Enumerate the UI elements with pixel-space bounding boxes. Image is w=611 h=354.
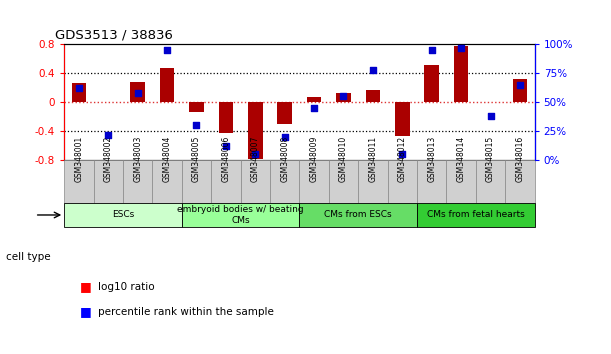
Bar <box>447 160 476 204</box>
Text: GSM348013: GSM348013 <box>427 136 436 182</box>
Text: GSM348010: GSM348010 <box>339 136 348 182</box>
Point <box>162 47 172 53</box>
Bar <box>277 102 292 124</box>
Bar <box>417 204 535 227</box>
Text: ■: ■ <box>79 305 91 318</box>
Bar <box>454 46 469 102</box>
Bar <box>425 64 439 102</box>
Point <box>309 105 319 111</box>
Text: GSM348002: GSM348002 <box>104 136 113 182</box>
Text: GSM348012: GSM348012 <box>398 136 407 182</box>
Bar <box>329 160 358 204</box>
Text: GSM348005: GSM348005 <box>192 135 201 182</box>
Text: ■: ■ <box>79 280 91 293</box>
Bar <box>476 160 505 204</box>
Bar <box>64 204 182 227</box>
Bar <box>241 160 270 204</box>
Text: cell type: cell type <box>6 252 51 262</box>
Bar <box>505 160 535 204</box>
Bar <box>152 160 182 204</box>
Point <box>133 90 142 96</box>
Text: GSM348004: GSM348004 <box>163 135 172 182</box>
Point <box>74 85 84 91</box>
Bar <box>417 160 447 204</box>
Text: GSM348003: GSM348003 <box>133 135 142 182</box>
Bar <box>513 79 527 102</box>
Bar <box>123 160 152 204</box>
Text: GSM348016: GSM348016 <box>516 136 524 182</box>
Text: GSM348008: GSM348008 <box>280 136 289 182</box>
Bar <box>182 204 299 227</box>
Bar <box>159 68 174 102</box>
Text: CMs from fetal hearts: CMs from fetal hearts <box>427 211 525 219</box>
Bar <box>299 204 417 227</box>
Point <box>368 67 378 73</box>
Text: log10 ratio: log10 ratio <box>98 282 155 292</box>
Bar <box>64 160 93 204</box>
Bar <box>307 97 321 102</box>
Bar <box>182 160 211 204</box>
Bar <box>189 102 204 112</box>
Text: percentile rank within the sample: percentile rank within the sample <box>98 307 274 316</box>
Bar <box>387 160 417 204</box>
Text: GSM348001: GSM348001 <box>75 136 83 182</box>
Text: CMs from ESCs: CMs from ESCs <box>324 211 392 219</box>
Bar <box>93 160 123 204</box>
Bar <box>64 44 535 160</box>
Point <box>192 122 202 128</box>
Point <box>397 152 407 157</box>
Text: GSM348009: GSM348009 <box>310 135 318 182</box>
Point <box>486 113 496 119</box>
Point <box>515 82 525 87</box>
Point <box>456 45 466 51</box>
Text: GSM348006: GSM348006 <box>221 135 230 182</box>
Text: embryoid bodies w/ beating
CMs: embryoid bodies w/ beating CMs <box>177 205 304 225</box>
Bar <box>71 82 86 102</box>
Text: ESCs: ESCs <box>112 211 134 219</box>
Text: GDS3513 / 38836: GDS3513 / 38836 <box>55 29 173 42</box>
Bar <box>270 160 299 204</box>
Text: GSM348014: GSM348014 <box>456 136 466 182</box>
Bar <box>336 93 351 102</box>
Point <box>221 143 231 149</box>
Text: GSM348011: GSM348011 <box>368 136 378 182</box>
Bar <box>248 102 263 159</box>
Bar <box>130 82 145 102</box>
Bar <box>365 90 380 102</box>
Text: GSM348015: GSM348015 <box>486 136 495 182</box>
Point <box>338 93 348 99</box>
Bar <box>219 102 233 132</box>
Point <box>280 134 290 140</box>
Text: GSM348007: GSM348007 <box>251 135 260 182</box>
Bar <box>299 160 329 204</box>
Point <box>103 132 113 137</box>
Point <box>427 47 437 53</box>
Bar <box>395 102 409 136</box>
Bar <box>358 160 387 204</box>
Bar <box>211 160 241 204</box>
Point <box>251 152 260 157</box>
